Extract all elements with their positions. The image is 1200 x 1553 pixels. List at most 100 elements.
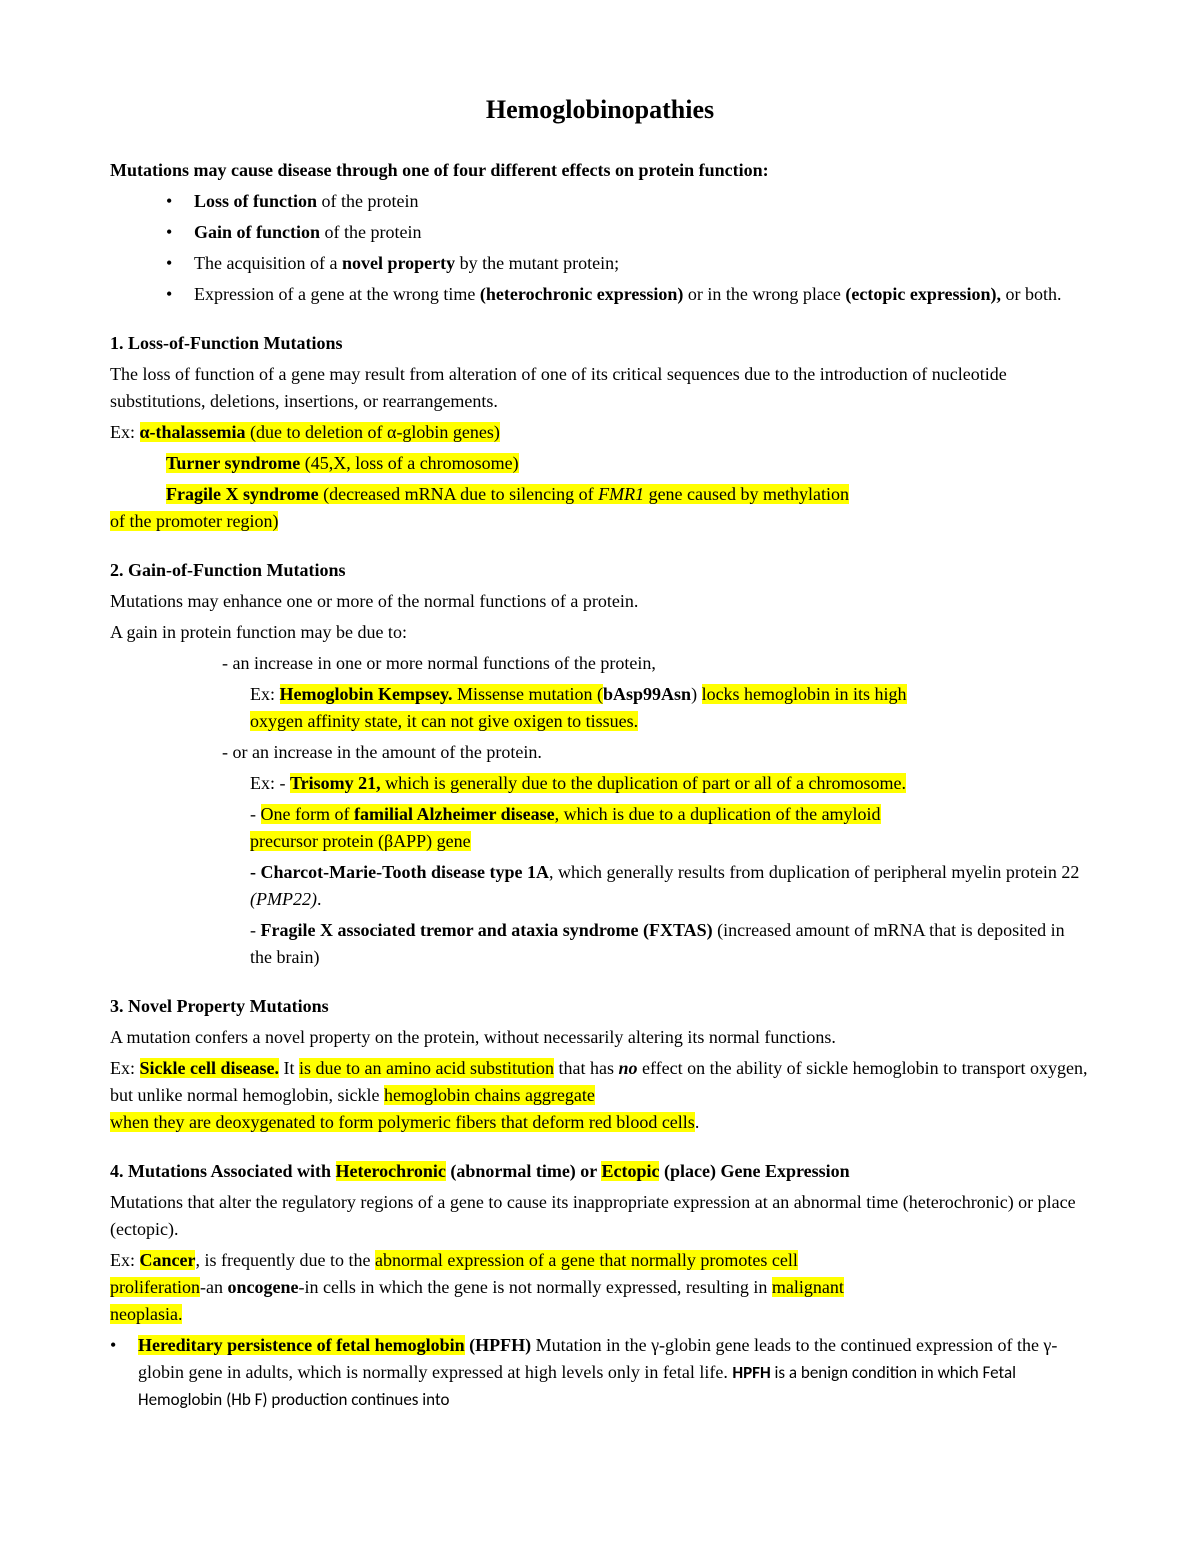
list-item: Gain of function of the protein	[166, 219, 1090, 246]
section-4-p1: Mutations that alter the regulatory regi…	[110, 1189, 1090, 1243]
cancer-hl4: neoplasia.	[110, 1304, 182, 1324]
hb-kempsey-mid: Missense mutation (	[453, 684, 604, 704]
bullet-text: Gain of function	[194, 222, 320, 242]
section-3-heading: 3. Novel Property Mutations	[110, 993, 1090, 1020]
cancer-mid2: -an	[200, 1277, 227, 1297]
cmt1a: Charcot-Marie-Tooth disease type 1A	[261, 862, 549, 882]
intro-bullets: Loss of function of the protein Gain of …	[110, 188, 1090, 308]
hpfh: Hereditary persistence of fetal hemoglob…	[138, 1335, 465, 1355]
heterochronic: Heterochronic	[336, 1161, 446, 1181]
list-item: Loss of function of the protein	[166, 188, 1090, 215]
ex-label: Ex:	[110, 422, 140, 442]
bullet-text: Loss of function	[194, 191, 317, 211]
scd-no: no	[618, 1058, 637, 1078]
fragile-x-desc: (decreased mRNA due to silencing of	[319, 484, 598, 504]
bullet-text: Expression of a gene at the wrong time	[194, 284, 480, 304]
scd-hl1: is due to an amino acid substitution	[299, 1058, 554, 1078]
trisomy21: Trisomy 21,	[290, 773, 381, 793]
cancer-mid3: -in cells in which the gene is not norma…	[298, 1277, 771, 1297]
section-2-p2: A gain in protein function may be due to…	[110, 619, 1090, 646]
section-1-examples: Ex: α-thalassemia (due to deletion of α-…	[110, 419, 1090, 446]
s4-h-b: (abnormal time) or	[446, 1161, 602, 1181]
fragile-x: Fragile X syndrome	[166, 484, 319, 504]
oncogene: oncogene	[227, 1277, 298, 1297]
turner-desc: (45,X, loss of a chromosome)	[300, 453, 518, 473]
bullet-text: (ectopic expression),	[845, 284, 1001, 304]
scd-mid2: that has	[554, 1058, 619, 1078]
page-title: Hemoglobinopathies	[110, 90, 1090, 129]
turner: Turner syndrome	[166, 453, 300, 473]
scd-hl2: hemoglobin chains aggregate	[384, 1085, 595, 1105]
bullet-text: or in the wrong place	[683, 284, 845, 304]
section-3-ex: Ex: Sickle cell disease. It is due to an…	[110, 1055, 1090, 1136]
scd-hl3: when they are deoxygenated to form polym…	[110, 1112, 695, 1132]
bullet-text: of the protein	[317, 191, 418, 211]
cmt-dash: -	[250, 862, 261, 882]
alpha-thal: α-thalassemia	[140, 422, 246, 442]
gof-b-ex2: - One form of familial Alzheimer disease…	[110, 801, 1090, 855]
hpfh-sans-b: HPFH	[732, 1362, 770, 1383]
fragile-x-end: gene caused by methylation	[644, 484, 849, 504]
hpfh-abbr: (HPFH)	[465, 1335, 536, 1355]
ex-label: Ex:	[110, 1250, 140, 1270]
fragile-x-line2: of the promoter region)	[110, 511, 278, 531]
scd-dot: .	[695, 1112, 700, 1132]
ex-label: Ex: -	[250, 773, 290, 793]
bullet-text: by the mutant protein;	[455, 253, 619, 273]
section-3-p1: A mutation confers a novel property on t…	[110, 1024, 1090, 1051]
cancer-mid1: , is frequently due to the	[195, 1250, 374, 1270]
bullet-text: or both.	[1001, 284, 1062, 304]
cancer-hl2: proliferation	[110, 1277, 200, 1297]
alpha-thal-desc: (due to deletion of α-globin genes)	[246, 422, 500, 442]
alz-pre: One form of	[261, 804, 354, 824]
gof-a-ex: Ex: Hemoglobin Kempsey. Missense mutatio…	[110, 681, 1090, 735]
s4-h-c: (place) Gene Expression	[659, 1161, 849, 1181]
cmt1a-dot: .	[317, 889, 322, 909]
hb-kempsey: Hemoglobin Kempsey.	[280, 684, 453, 704]
list-item: Expression of a gene at the wrong time (…	[166, 281, 1090, 308]
hb-kempsey-hl: locks hemoglobin in its high	[702, 684, 907, 704]
section-4-heading: 4. Mutations Associated with Heterochron…	[110, 1158, 1090, 1185]
alz-desc: , which is due to a duplication of the a…	[555, 804, 881, 824]
dash: -	[250, 920, 261, 940]
hb-kempsey-mid2: )	[691, 684, 702, 704]
ectopic: Ectopic	[601, 1161, 659, 1181]
ex-label: Ex:	[110, 1058, 140, 1078]
trisomy21-desc: which is generally due to the duplicatio…	[381, 773, 906, 793]
sickle-cell: Sickle cell disease.	[140, 1058, 279, 1078]
fmr1-gene: FMR1	[598, 484, 644, 504]
familial-alzheimer: familial Alzheimer disease	[354, 804, 555, 824]
section-4-ex: Ex: Cancer, is frequently due to the abn…	[110, 1247, 1090, 1328]
basp99asn: bAsp99Asn	[603, 684, 691, 704]
dash: -	[250, 804, 261, 824]
alz-line2: precursor protein (βAPP) gene	[250, 831, 471, 851]
scd-mid1: It	[279, 1058, 299, 1078]
section-2-p1: Mutations may enhance one or more of the…	[110, 588, 1090, 615]
section-1-body: The loss of function of a gene may resul…	[110, 361, 1090, 415]
cancer-hl3: malignant	[772, 1277, 844, 1297]
bullet-text: The acquisition of a	[194, 253, 342, 273]
fragilex-line: Fragile X syndrome (decreased mRNA due t…	[110, 481, 1090, 535]
cancer-hl1: abnormal expression of a gene that norma…	[375, 1250, 798, 1270]
ex-label: Ex:	[250, 684, 280, 704]
section-2-heading: 2. Gain-of-Function Mutations	[110, 557, 1090, 584]
section-1-heading: 1. Loss-of-Function Mutations	[110, 330, 1090, 357]
gof-b-lead: - or an increase in the amount of the pr…	[110, 739, 1090, 766]
hb-kempsey-line2: oxygen affinity state, it can not give o…	[250, 711, 638, 731]
bullet-text: novel property	[342, 253, 455, 273]
gof-b-ex4: - Fragile X associated tremor and ataxia…	[110, 917, 1090, 971]
gof-b-ex1: Ex: - Trisomy 21, which is generally due…	[110, 770, 1090, 797]
bullet-text: (heterochronic expression)	[480, 284, 683, 304]
gof-b-ex3: - Charcot-Marie-Tooth disease type 1A, w…	[110, 859, 1090, 913]
pmp22: (PMP22)	[250, 889, 317, 909]
bullet-text: of the protein	[320, 222, 421, 242]
cancer: Cancer	[140, 1250, 196, 1270]
gof-a-lead: - an increase in one or more normal func…	[110, 650, 1090, 677]
list-item: The acquisition of a novel property by t…	[166, 250, 1090, 277]
fxtas: Fragile X associated tremor and ataxia s…	[261, 920, 713, 940]
turner-line: Turner syndrome (45,X, loss of a chromos…	[110, 450, 1090, 477]
s4-h-a: 4. Mutations Associated with	[110, 1161, 336, 1181]
intro-lead: Mutations may cause disease through one …	[110, 157, 1090, 184]
cmt1a-desc: , which generally results from duplicati…	[549, 862, 1079, 882]
hpfh-item: Hereditary persistence of fetal hemoglob…	[110, 1332, 1090, 1413]
